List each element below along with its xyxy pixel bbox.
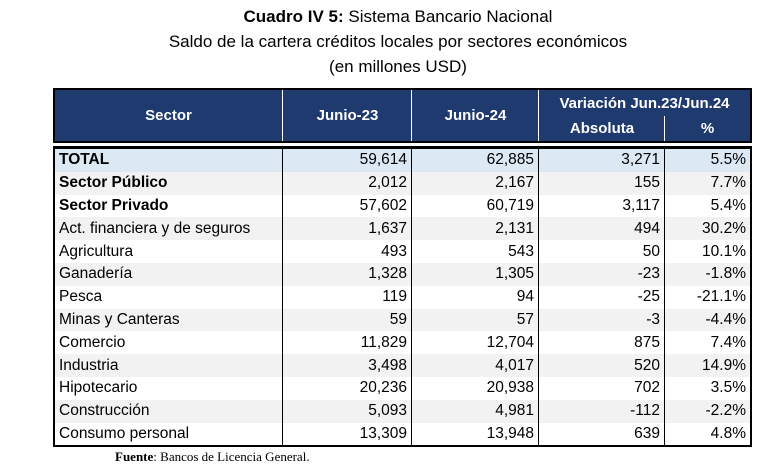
cell-sector: Construcción bbox=[55, 399, 283, 423]
source-text: : Bancos de Licencia General. bbox=[153, 449, 310, 464]
cell-jun24: 13,948 bbox=[412, 422, 539, 446]
cell-jun23: 1,637 bbox=[283, 217, 412, 241]
table-title: Cuadro IV 5: Sistema Bancario Nacional bbox=[0, 7, 780, 27]
table-row: Consumo personal 13,309 13,948 639 4.8% bbox=[55, 422, 750, 446]
cell-pct: 5.4% bbox=[710, 196, 746, 214]
table-row: Pesca 119 94 -25 -21.1% bbox=[55, 285, 750, 309]
cell-pct: 4.8% bbox=[710, 424, 746, 442]
cell-jun23: 59,614 bbox=[283, 149, 412, 172]
table-header: Sector Junio-23 Junio-24 Variación Jun.2… bbox=[53, 88, 752, 143]
cell-sector: Sector Público bbox=[55, 171, 283, 195]
cell-sector: Pesca bbox=[55, 285, 283, 309]
table-row: Act. financiera y de seguros 1,637 2,131 49… bbox=[55, 217, 750, 241]
table-subtitle: Saldo de la cartera créditos locales por… bbox=[168, 32, 628, 51]
table-row: Hipotecario 20,236 20,938 702 3.5% bbox=[55, 376, 750, 400]
table-row: Agricultura 493 543 50 10.1% bbox=[55, 240, 750, 263]
table-row: Comercio 11,829 12,704 875 7.4% bbox=[55, 331, 750, 355]
table-row: Construcción 5,093 4,981 -112 -2.2% bbox=[55, 399, 750, 423]
table-row: Sector Público 2,012 2,167 155 7.7% bbox=[55, 171, 750, 195]
cell-absoluta: 702 bbox=[539, 376, 665, 400]
cell-pct: 3.5% bbox=[710, 379, 746, 397]
cell-pct: 30.2% bbox=[702, 219, 746, 237]
table-row: Sector Privado 57,602 60,719 3,117 5.4% bbox=[55, 194, 750, 218]
title-text: Sistema Bancario Nacional bbox=[343, 7, 553, 26]
title-number: Cuadro IV 5: bbox=[243, 7, 344, 26]
cell-absoluta: 3,117 bbox=[539, 194, 665, 218]
cell-pct: -4.4% bbox=[705, 310, 747, 328]
table-row: Industria 3,498 4,017 520 14.9% bbox=[55, 354, 750, 377]
cell-jun23: 20,236 bbox=[283, 376, 412, 400]
cell-pct: 5.5% bbox=[710, 151, 746, 169]
cell-absoluta: -112 bbox=[539, 399, 665, 423]
source-note: Fuente: Bancos de Licencia General. bbox=[115, 449, 310, 465]
cell-absoluta: 494 bbox=[539, 217, 665, 241]
cell-jun24: 4,981 bbox=[412, 399, 539, 423]
cell-pct: -21.1% bbox=[696, 288, 746, 306]
cell-jun23: 3,498 bbox=[283, 354, 412, 377]
cell-pct: 10.1% bbox=[702, 242, 746, 260]
header-pct: % bbox=[664, 116, 750, 141]
header-absoluta: Absoluta bbox=[538, 116, 665, 141]
cell-absoluta: -23 bbox=[539, 262, 665, 286]
cell-pct: 7.4% bbox=[710, 333, 746, 351]
cell-sector: Comercio bbox=[55, 331, 283, 355]
cell-absoluta: -25 bbox=[539, 285, 665, 309]
cell-jun24: 94 bbox=[412, 285, 539, 309]
cell-jun23: 59 bbox=[283, 308, 412, 332]
source-label: Fuente bbox=[115, 449, 154, 464]
cell-absoluta: 639 bbox=[539, 422, 665, 446]
cell-absoluta: -3 bbox=[539, 308, 665, 332]
cell-jun24: 20,938 bbox=[412, 376, 539, 400]
cell-jun23: 5,093 bbox=[283, 399, 412, 423]
cell-jun24: 62,885 bbox=[412, 149, 539, 172]
header-jun23: Junio-23 bbox=[282, 90, 412, 141]
cell-sector: Act. financiera y de seguros bbox=[55, 217, 283, 241]
cell-jun23: 493 bbox=[283, 240, 412, 263]
data-table: Sector Junio-23 Junio-24 Variación Jun.2… bbox=[53, 88, 752, 448]
cell-jun23: 13,309 bbox=[283, 422, 412, 446]
cell-sector: Ganadería bbox=[55, 262, 283, 286]
header-sector: Sector bbox=[145, 107, 192, 124]
cell-jun23: 11,829 bbox=[283, 331, 412, 355]
cell-sector: Agricultura bbox=[55, 240, 283, 263]
cell-pct: -2.2% bbox=[705, 402, 747, 420]
table-body: TOTAL 59,614 62,885 3,271 5.5% Sector Público… bbox=[53, 146, 752, 448]
cell-jun24: 4,017 bbox=[412, 354, 539, 377]
cell-jun23: 119 bbox=[283, 285, 412, 309]
cell-sector: Sector Privado bbox=[55, 194, 283, 218]
header-variacion: Variación Jun.23/Jun.24 bbox=[538, 90, 750, 116]
table-row: Minas y Canteras 59 57 -3 -4.4% bbox=[55, 308, 750, 332]
cell-sector: Industria bbox=[55, 354, 283, 377]
cell-sector: Consumo personal bbox=[55, 422, 283, 446]
cell-absoluta: 155 bbox=[539, 171, 665, 195]
cell-jun24: 2,131 bbox=[412, 217, 539, 241]
cell-jun23: 1,328 bbox=[283, 262, 412, 286]
cell-jun24: 543 bbox=[412, 240, 539, 263]
cell-absoluta: 50 bbox=[539, 240, 665, 263]
table-row: Ganadería 1,328 1,305 -23 -1.8% bbox=[55, 262, 750, 286]
cell-pct: 14.9% bbox=[702, 356, 746, 374]
cell-jun24: 12,704 bbox=[412, 331, 539, 355]
cell-jun24: 57 bbox=[412, 308, 539, 332]
cell-absoluta: 875 bbox=[539, 331, 665, 355]
cell-jun24: 1,305 bbox=[412, 262, 539, 286]
cell-pct: 7.7% bbox=[710, 174, 746, 192]
cell-sector: TOTAL bbox=[55, 149, 283, 172]
cell-jun24: 60,719 bbox=[412, 194, 539, 218]
cell-absoluta: 520 bbox=[539, 354, 665, 377]
header-jun24: Junio-24 bbox=[411, 90, 539, 141]
cell-jun23: 57,602 bbox=[283, 194, 412, 218]
cell-jun24: 2,167 bbox=[412, 171, 539, 195]
cell-sector: Minas y Canteras bbox=[55, 308, 283, 332]
cell-pct: -1.8% bbox=[705, 265, 747, 283]
table-row: TOTAL 59,614 62,885 3,271 5.5% bbox=[55, 149, 750, 172]
cell-jun23: 2,012 bbox=[283, 171, 412, 195]
cell-absoluta: 3,271 bbox=[539, 149, 665, 172]
table-units: (en millones USD) bbox=[329, 57, 467, 76]
cell-sector: Hipotecario bbox=[55, 376, 283, 400]
